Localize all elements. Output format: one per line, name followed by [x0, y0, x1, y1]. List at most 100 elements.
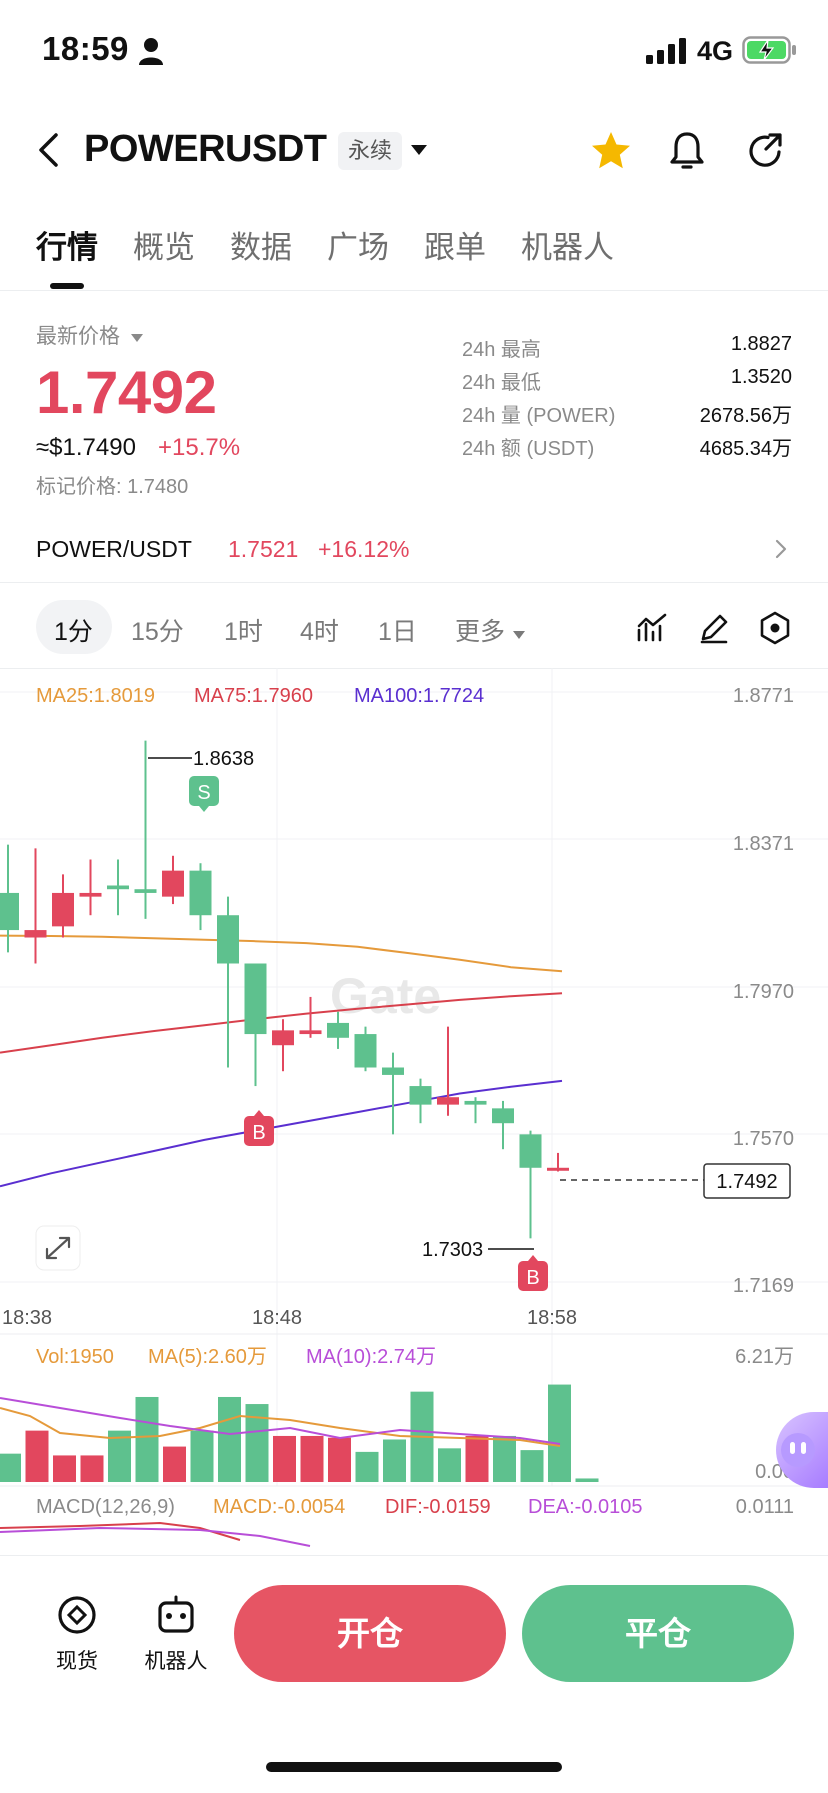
dropdown-icon[interactable] — [410, 143, 428, 157]
dea-value: DEA:-0.0105 — [528, 1496, 643, 1518]
volume-bar — [355, 1451, 379, 1482]
candle-body — [382, 1067, 404, 1075]
candle-body — [107, 885, 129, 890]
candle-body — [519, 1134, 542, 1168]
share-icon[interactable] — [746, 132, 784, 170]
volume-bar — [328, 1437, 351, 1482]
y-tick: 1.7570 — [733, 1128, 794, 1150]
interval-4h[interactable]: 4时 — [300, 618, 339, 646]
pen-icon[interactable] — [698, 612, 730, 644]
y-tick: 1.7169 — [733, 1275, 794, 1297]
tab-market[interactable]: 行情 — [36, 230, 98, 265]
ma25-line — [0, 934, 563, 973]
divider — [0, 582, 828, 583]
candle-body — [464, 1100, 487, 1105]
interval-more-label: 更多 — [455, 618, 506, 646]
current-price-box — [703, 1163, 791, 1199]
spot-nav-button[interactable]: 现货 — [50, 1594, 104, 1675]
tab-overview[interactable]: 概览 — [133, 230, 195, 265]
volume-bar — [575, 1478, 599, 1482]
ma100-legend: MA100:1.7724 — [354, 685, 484, 707]
tab-square[interactable]: 广场 — [327, 230, 389, 265]
sell-signal-label: S — [197, 782, 210, 804]
stat-value: 4685.34万 — [699, 438, 792, 460]
settings-hexagon-icon[interactable] — [759, 611, 791, 645]
latest-price: 1.7492 — [36, 359, 217, 426]
bot-nav-button[interactable]: 机器人 — [138, 1594, 214, 1675]
tab-copy-trading[interactable]: 跟单 — [424, 230, 486, 265]
y-tick: 1.8371 — [733, 833, 794, 855]
volume-bar — [135, 1396, 159, 1482]
vol-ma10-line — [0, 1397, 561, 1445]
expand-icon[interactable] — [35, 1225, 81, 1271]
interval-15m[interactable]: 15分 — [131, 618, 184, 646]
current-price-label: 1.7492 — [716, 1171, 777, 1193]
status-time: 18:59 — [42, 30, 129, 67]
divider — [0, 1555, 828, 1556]
ma75-legend: MA75:1.7960 — [194, 685, 313, 707]
volume-bar — [245, 1404, 269, 1482]
latest-price-label[interactable]: 最新价格 — [36, 320, 144, 350]
volume-bar — [218, 1396, 241, 1482]
dea-line — [0, 1526, 311, 1547]
caret-down-icon — [130, 334, 143, 342]
close-position-button[interactable]: 平仓 — [522, 1585, 794, 1682]
interval-1m[interactable]: 1分 — [54, 618, 93, 646]
bell-icon[interactable] — [668, 130, 706, 172]
caret-down-icon — [512, 631, 525, 639]
interval-active-bg — [36, 600, 112, 654]
buy-signal-label: B — [252, 1122, 265, 1144]
mark-price: 标记价格: 1.7480 — [36, 476, 189, 498]
candle-body — [189, 870, 212, 916]
stat-24h-high: 24h 最高 1.8827 — [462, 333, 792, 362]
candle-body — [134, 889, 157, 893]
x-tick: 18:48 — [252, 1307, 302, 1329]
candle-body — [299, 1030, 322, 1035]
x-tick: 18:58 — [527, 1307, 577, 1329]
volume-bar — [465, 1435, 489, 1482]
back-icon[interactable] — [34, 132, 62, 168]
signal-icon — [646, 38, 686, 64]
contract-type-badge[interactable]: 永续 — [338, 132, 403, 170]
candle-body — [244, 963, 267, 1035]
ma25-legend: MA25:1.8019 — [36, 685, 155, 707]
candle-body — [272, 1030, 294, 1046]
buy-signal-badge[interactable]: B — [518, 1255, 548, 1291]
chart-grid — [0, 668, 828, 1486]
spot-price: 1.7521 — [228, 536, 299, 562]
stat-label: 24h 量 (POWER) — [462, 405, 616, 427]
y-tick: 1.8771 — [733, 685, 794, 707]
stat-24h-volume: 24h 量 (POWER) 2678.56万 — [462, 399, 792, 428]
candle-body — [217, 915, 239, 964]
interval-1h[interactable]: 1时 — [224, 618, 263, 646]
vol-ma5-line — [0, 1407, 561, 1447]
candle-body — [409, 1086, 432, 1105]
interval-1d[interactable]: 1日 — [378, 618, 417, 646]
vol-y-top: 6.21万 — [735, 1346, 794, 1368]
interval-more[interactable]: 更多 — [455, 612, 526, 648]
indicator-icon[interactable] — [636, 612, 668, 644]
stat-label: 24h 额 (USDT) — [462, 438, 595, 460]
ma75-line — [0, 992, 563, 1054]
assistant-bubble[interactable] — [776, 1412, 828, 1488]
volume-bar — [80, 1455, 104, 1482]
volume-bar — [520, 1450, 544, 1482]
macd-label: MACD(12,26,9) — [36, 1496, 175, 1518]
open-position-button[interactable]: 开仓 — [234, 1585, 506, 1682]
star-icon[interactable] — [590, 131, 632, 171]
tab-data[interactable]: 数据 — [230, 230, 292, 265]
spot-pair-link[interactable]: POWER/USDT — [36, 536, 192, 562]
kline-chart[interactable]: MA25:1.8019 MA75:1.7960 MA100:1.7724 1.8… — [0, 668, 828, 1558]
network-type: 4G — [697, 36, 734, 66]
watermark: Gate — [330, 968, 441, 1024]
chevron-right-icon[interactable] — [774, 538, 788, 560]
tab-bots[interactable]: 机器人 — [521, 230, 614, 265]
divider — [0, 668, 828, 669]
latest-price-label-text: 最新价格 — [36, 325, 120, 348]
ma100-line — [0, 1079, 563, 1188]
pair-title[interactable]: POWERUSDT — [84, 128, 327, 170]
buy-signal-badge[interactable]: B — [244, 1110, 274, 1146]
vol-ma10-legend: MA(10):2.74万 — [306, 1346, 436, 1368]
volume-bar — [0, 1453, 21, 1482]
sell-signal-badge[interactable]: S — [189, 776, 219, 812]
